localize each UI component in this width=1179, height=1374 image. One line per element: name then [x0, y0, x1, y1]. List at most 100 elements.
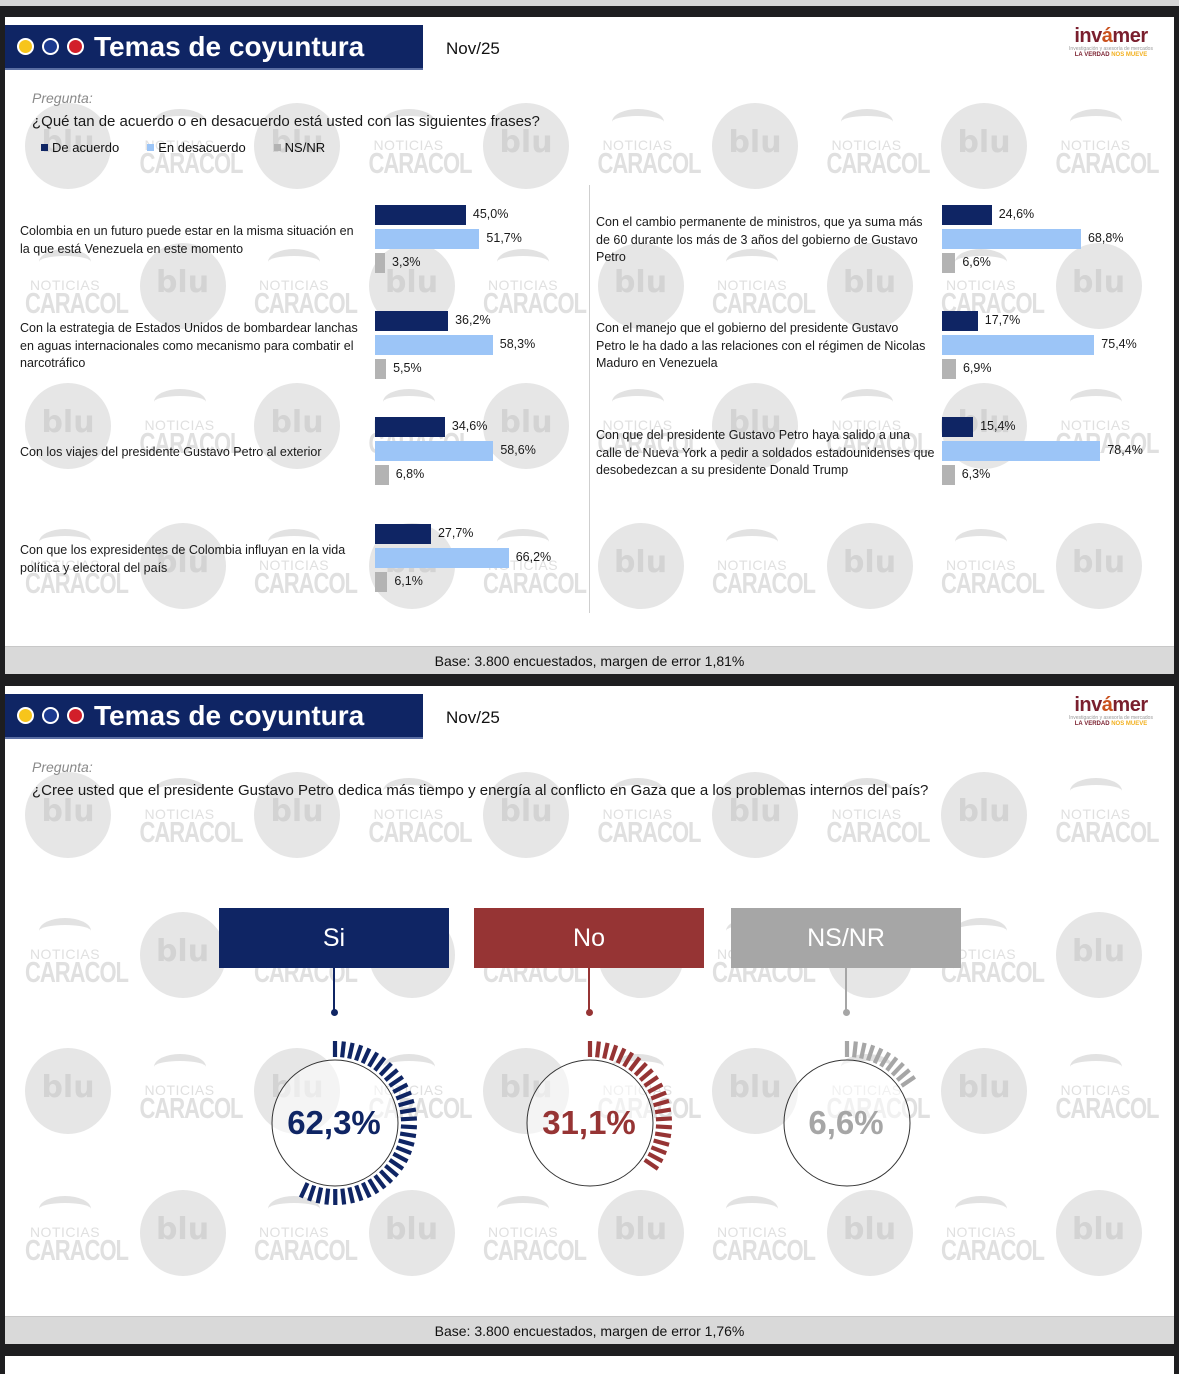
gauge-percentage: 6,6% — [808, 1104, 884, 1141]
bar-value-label: 45,0% — [472, 207, 509, 221]
bar-value-label: 6,1% — [394, 574, 423, 588]
legend-swatch-icon — [273, 144, 281, 151]
previous-slide-edge — [0, 0, 1179, 6]
bar-value-label: 58,6% — [500, 443, 536, 457]
bar — [375, 548, 509, 568]
statement-label: Con la estrategia de Estados Unidos de b… — [20, 321, 358, 370]
bar-value-label: 15,4% — [980, 419, 1016, 433]
bar — [942, 253, 956, 273]
legend-item-de-acuerdo: De acuerdo — [41, 140, 119, 155]
statement-label: Con el cambio permanente de ministros, q… — [596, 215, 923, 264]
bar — [375, 465, 389, 485]
bar — [375, 253, 385, 273]
blu-radio-watermark-icon — [1055, 912, 1142, 998]
bar-value-label: 66,2% — [515, 550, 552, 564]
bar-value-label: 3,3% — [392, 255, 421, 269]
base-footnote: Base: 3.800 encuestados, margen de error… — [5, 1316, 1174, 1344]
answer-box-nsnr: NS/NR — [731, 908, 961, 968]
title-band: Temas de coyuntura — [5, 25, 423, 70]
legend-swatch-icon — [41, 144, 48, 151]
invamer-logo: invámer Investigación y asesoría de merc… — [1068, 694, 1154, 727]
logo-tagline: Investigación y asesoría de mercados — [1069, 715, 1153, 721]
column-divider — [589, 185, 590, 613]
answer-box-no: No — [474, 908, 704, 968]
bar — [375, 229, 480, 249]
bar — [375, 441, 494, 461]
bar-value-label: 24,6% — [998, 207, 1035, 221]
question-text: ¿Cree usted que el presidente Gustavo Pe… — [32, 782, 929, 799]
page-title: Temas de coyuntura — [94, 30, 365, 62]
bar-value-label: 36,2% — [455, 313, 491, 327]
bar — [375, 572, 388, 592]
bar — [375, 205, 466, 225]
legend-item-nsnr: NS/NR — [273, 140, 325, 155]
bar-value-label: 27,7% — [437, 526, 474, 540]
statement-label: Con que los expresidentes de Colombia in… — [20, 543, 346, 575]
question-label: Pregunta: — [32, 90, 93, 106]
bar-value-label: 58,3% — [499, 337, 536, 351]
connector-line — [845, 968, 847, 1012]
blu-radio-watermark-icon — [1055, 243, 1142, 329]
bar — [942, 359, 956, 379]
bar-value-label: 75,4% — [1101, 337, 1137, 351]
legend-swatch-icon — [147, 144, 155, 151]
statement-label: Con que del presidente Gustavo Petro hay… — [596, 428, 935, 477]
yellow-dot-icon — [17, 38, 34, 55]
blu-radio-watermark-icon — [941, 772, 1027, 858]
connector-dot-icon — [330, 1009, 338, 1016]
question-text: ¿Qué tan de acuerdo o en desacuerdo está… — [32, 113, 540, 130]
bar — [942, 205, 992, 225]
bar-value-label: 5,5% — [393, 361, 422, 375]
blu-radio-watermark-icon — [1055, 523, 1142, 609]
slide-gaza-question: NOTICIASCARACOLNOTICIASCARACOLNOTICIASCA… — [5, 686, 1174, 1344]
bar-value-label: 6,6% — [962, 255, 991, 269]
logo-wordmark: invámer — [1074, 25, 1148, 47]
blue-dot-icon — [42, 38, 59, 55]
legend-item-en-desacuerdo: En desacuerdo — [147, 140, 246, 155]
answer-box-si: Si — [219, 908, 449, 968]
bar-value-label: 17,7% — [984, 313, 1021, 327]
gauge-percentage: 31,1% — [542, 1104, 636, 1141]
bar — [375, 524, 431, 544]
red-dot-icon — [67, 38, 84, 55]
bar-value-label: 68,8% — [1087, 231, 1124, 245]
bar — [942, 465, 955, 485]
statement-label: Colombia en un futuro puede estar en la … — [20, 224, 354, 256]
bar-value-label: 6,3% — [961, 467, 991, 481]
statement-label: Con los viajes del presidente Gustavo Pe… — [20, 445, 322, 459]
connector-line — [588, 968, 590, 1012]
blu-radio-watermark-icon — [139, 912, 226, 998]
logo-slogan: LA VERDAD NOS MUEVE — [1074, 721, 1148, 727]
bar — [375, 417, 445, 437]
red-dot-icon — [67, 707, 84, 724]
statement-label: Con el manejo que el gobierno del presid… — [596, 321, 926, 370]
next-slide-edge — [5, 1356, 1174, 1374]
invamer-logo: invámer Investigación y asesoría de merc… — [1068, 25, 1154, 58]
bar-value-label: 6,9% — [962, 361, 992, 375]
bar — [942, 311, 978, 331]
blu-radio-watermark-icon — [941, 103, 1027, 189]
bar — [942, 335, 1095, 355]
logo-wordmark: invámer — [1074, 694, 1148, 716]
blu-radio-watermark-icon — [597, 523, 684, 609]
bar-value-label: 51,7% — [486, 231, 522, 245]
bar — [375, 335, 493, 355]
bar-value-label: 78,4% — [1107, 443, 1143, 457]
bar — [375, 359, 387, 379]
blu-radio-watermark-icon — [712, 103, 798, 189]
bar — [942, 417, 974, 437]
title-band: Temas de coyuntura — [5, 694, 423, 739]
connector-dot-icon — [585, 1009, 593, 1016]
